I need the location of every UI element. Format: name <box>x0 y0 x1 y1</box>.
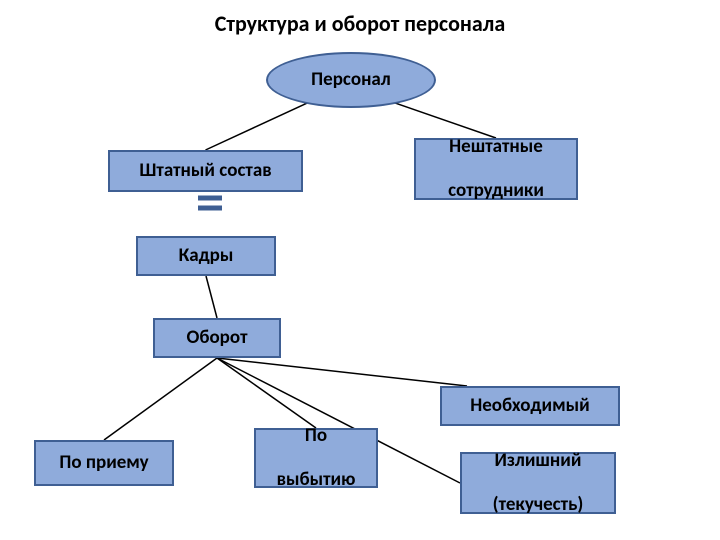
node-nonstaff: Нештатные сотрудники <box>414 138 578 200</box>
node-hiring: По приему <box>34 440 174 486</box>
node-excessive: Излишний (текучесть) <box>460 452 616 514</box>
node-leaving: По выбытию <box>254 428 378 488</box>
node-label: Оборот <box>187 327 248 349</box>
node-label: сотрудники <box>448 180 544 202</box>
node-label: Нештатные <box>449 136 543 158</box>
node-label: Кадры <box>179 245 234 267</box>
edge <box>217 358 316 428</box>
node-label: По приему <box>59 452 148 474</box>
node-label: По <box>305 425 327 447</box>
node-label: выбытию <box>277 469 356 491</box>
node-label: (текучесть) <box>493 494 584 516</box>
node-personnel: Персонал <box>266 52 436 108</box>
edge <box>394 102 497 138</box>
edge <box>206 276 217 318</box>
edge <box>206 102 309 150</box>
node-necessary: Необходимый <box>440 386 620 426</box>
node-label: Персонал <box>311 69 391 91</box>
node-staff: Штатный состав <box>108 150 303 192</box>
node-label: Штатный состав <box>139 160 271 182</box>
edge <box>217 358 467 386</box>
node-cadres: Кадры <box>136 236 276 276</box>
node-label: Необходимый <box>470 395 589 417</box>
node-turnover: Оборот <box>153 318 281 358</box>
edge <box>104 358 217 440</box>
diagram-title: Структура и оборот персонала <box>0 10 720 37</box>
node-label: Излишний <box>495 450 582 472</box>
